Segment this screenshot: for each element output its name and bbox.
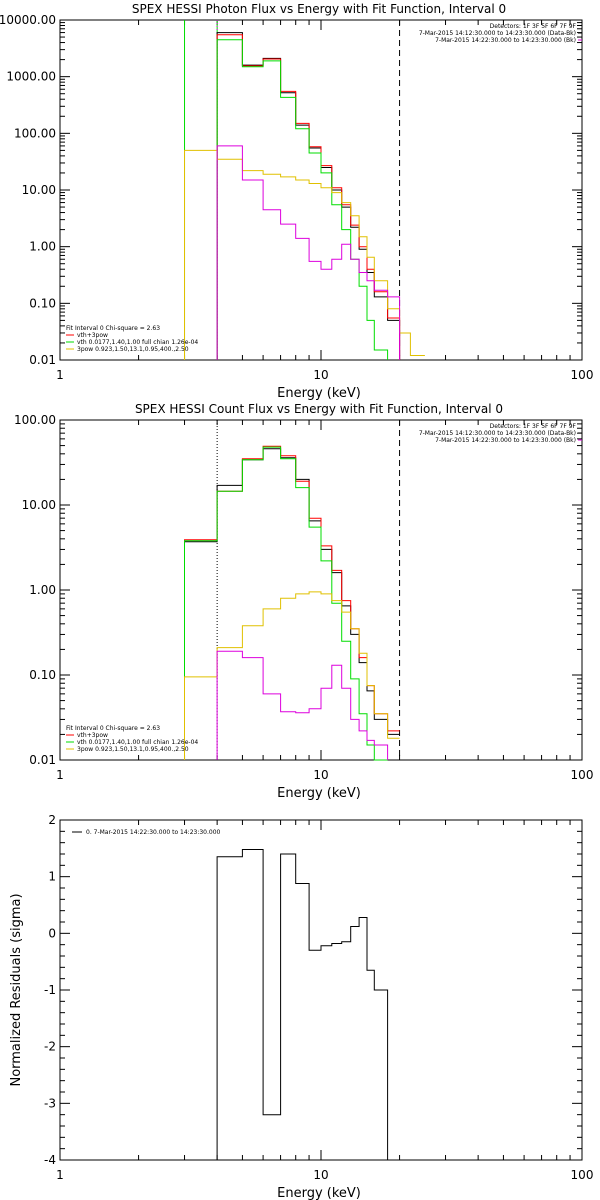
- y-tick-label: 1000.00: [6, 70, 56, 84]
- y-tick-label: 10.00: [22, 183, 56, 197]
- y-tick-label: 0.10: [29, 668, 56, 682]
- y-tick-label: 0.10: [29, 296, 56, 310]
- series-bk: [216, 145, 401, 360]
- y-tick-label: 10.00: [22, 498, 56, 512]
- x-tick-label: 100: [571, 768, 594, 782]
- chart-title: SPEX HESSI Photon Flux vs Energy with Fi…: [132, 2, 506, 16]
- x-axis-label: Energy (keV): [277, 786, 361, 801]
- y-tick-label: 0.01: [29, 353, 56, 367]
- header-line: 7-Mar-2015 14:22:30.000 to 14:23:30.000 …: [435, 37, 576, 44]
- x-axis-label: Energy (keV): [277, 1186, 361, 1200]
- y-tick-label: -3: [44, 1096, 56, 1110]
- legend-line: Fit Interval 0 Chi-square = 2.63: [66, 725, 160, 732]
- legend-line: Fit Interval 0 Chi-square = 2.63: [66, 325, 160, 332]
- header-line: 7-Mar-2015 14:12:30.000 to 14:23:30.000 …: [419, 30, 576, 37]
- x-tick-label: 1: [56, 1168, 64, 1182]
- x-tick-label: 10: [313, 768, 328, 782]
- plot-frame: [59, 19, 583, 361]
- y-tick-label: 2: [48, 813, 56, 827]
- x-tick-label: 1: [56, 768, 64, 782]
- count-flux-panel: SPEX HESSI Count Flux vs Energy with Fit…: [14, 402, 593, 801]
- y-tick-label: 10000.00: [0, 13, 56, 27]
- series-vth: [216, 39, 389, 360]
- series-data: [216, 32, 401, 360]
- legend-line: 0. 7-Mar-2015 14:22:30.000 to 14:23:30.0…: [86, 829, 221, 836]
- y-tick-label: 100.00: [14, 413, 56, 427]
- y-tick-label: -2: [44, 1040, 56, 1054]
- legend-line: vth+3pow: [77, 332, 108, 339]
- x-tick-label: 10: [313, 368, 328, 382]
- series-bk: [216, 650, 389, 760]
- x-tick-label: 1: [56, 368, 64, 382]
- legend-line: 3pow 0.923,1.50,13.1,0.95,400.,2.50: [77, 746, 189, 753]
- series-vth: [184, 446, 388, 761]
- y-tick-label: -4: [44, 1153, 56, 1167]
- y-tick-label: -1: [44, 983, 56, 997]
- x-tick-label: 100: [571, 1168, 594, 1182]
- y-tick-label: 0: [48, 926, 56, 940]
- y-tick-label: 1.00: [29, 583, 56, 597]
- legend-line: 3pow 0.923,1.50,13.1,0.95,400.,2.50: [77, 346, 189, 353]
- legend-line: vth+3pow: [77, 732, 108, 739]
- x-tick-label: 10: [313, 1168, 328, 1182]
- series-3pow: [184, 149, 425, 360]
- header-line: 7-Mar-2015 14:12:30.000 to 14:23:30.000 …: [419, 430, 576, 437]
- y-tick-label: 0.01: [29, 753, 56, 767]
- series-residuals: [216, 849, 400, 1161]
- y-axis-label: Normalized Residuals (sigma): [9, 893, 24, 1086]
- legend-line: vth 0.0177,1.40,1.00 full chian 1.26e-04: [77, 739, 198, 746]
- y-tick-label: 1.00: [29, 240, 56, 254]
- photon-flux-panel: SPEX HESSI Photon Flux vs Energy with Fi…: [0, 2, 593, 401]
- x-tick-label: 100: [571, 368, 594, 382]
- header-line: Detectors: 1F 3F 5F 6F 7F 9F: [490, 23, 577, 30]
- y-tick-label: 100.00: [14, 126, 56, 140]
- plot-frame: [59, 819, 583, 1161]
- series-3pow: [184, 591, 400, 760]
- y-tick-label: 1: [48, 870, 56, 884]
- series-vth-3pow: [216, 34, 401, 360]
- header-line: 7-Mar-2015 14:22:30.000 to 14:23:30.000 …: [435, 437, 576, 444]
- header-line: Detectors: 1F 3F 5F 6F 7F 9F: [490, 423, 577, 430]
- residuals-panel: Energy (keV) Normalized Residuals (sigma…: [9, 813, 593, 1200]
- chart-title: SPEX HESSI Count Flux vs Energy with Fit…: [135, 402, 503, 416]
- x-axis-label: Energy (keV): [277, 386, 361, 401]
- legend-line: vth 0.0177,1.40,1.00 full chian 1.26e-04: [77, 339, 198, 346]
